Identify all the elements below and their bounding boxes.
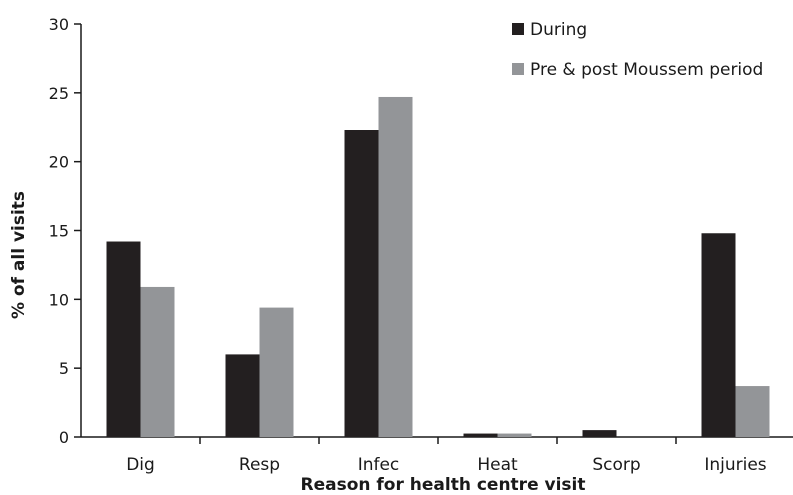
legend-label: During (530, 20, 587, 40)
y-tick-label: 10 (49, 290, 69, 309)
bars-group (106, 96, 770, 438)
y-tick-label: 0 (59, 428, 69, 447)
bar-pre-post-resp (259, 307, 294, 437)
bar-pre-post-infec (378, 96, 413, 438)
x-axis-title: Reason for health centre visit (300, 475, 585, 495)
bar-during-injuries (701, 233, 736, 437)
legend-swatch (512, 63, 524, 75)
bar-pre-post-dig (140, 286, 175, 437)
y-axis: 0 5 10 15 20 25 30 (49, 15, 82, 447)
x-category-label: Injuries (704, 455, 766, 475)
y-tick-label: 25 (49, 84, 69, 103)
x-category-label: Heat (477, 455, 518, 475)
bar-pre-post-injuries (735, 386, 770, 437)
bar-during-scorp (582, 430, 617, 437)
legend: During Pre & post Moussem period (512, 20, 763, 80)
y-tick-label: 30 (49, 15, 69, 34)
x-category-label: Dig (126, 455, 155, 475)
bar-pre-post-heat (497, 433, 532, 437)
y-axis-title: % of all visits (9, 191, 29, 319)
y-tick-label: 20 (49, 153, 69, 172)
category-labels: Dig Resp Infec Heat Scorp Injuries (126, 455, 767, 475)
y-tick-label: 5 (59, 359, 69, 378)
legend-label: Pre & post Moussem period (530, 60, 763, 80)
bar-during-infec (344, 130, 379, 437)
x-category-label: Scorp (592, 455, 640, 475)
bar-during-dig (106, 241, 141, 437)
x-axis (81, 436, 793, 444)
x-category-label: Resp (239, 455, 280, 475)
y-tick-label: 15 (49, 222, 69, 241)
x-category-label: Infec (358, 455, 400, 475)
bar-during-heat (463, 433, 498, 437)
bar-during-resp (225, 354, 260, 437)
legend-swatch (512, 23, 524, 35)
